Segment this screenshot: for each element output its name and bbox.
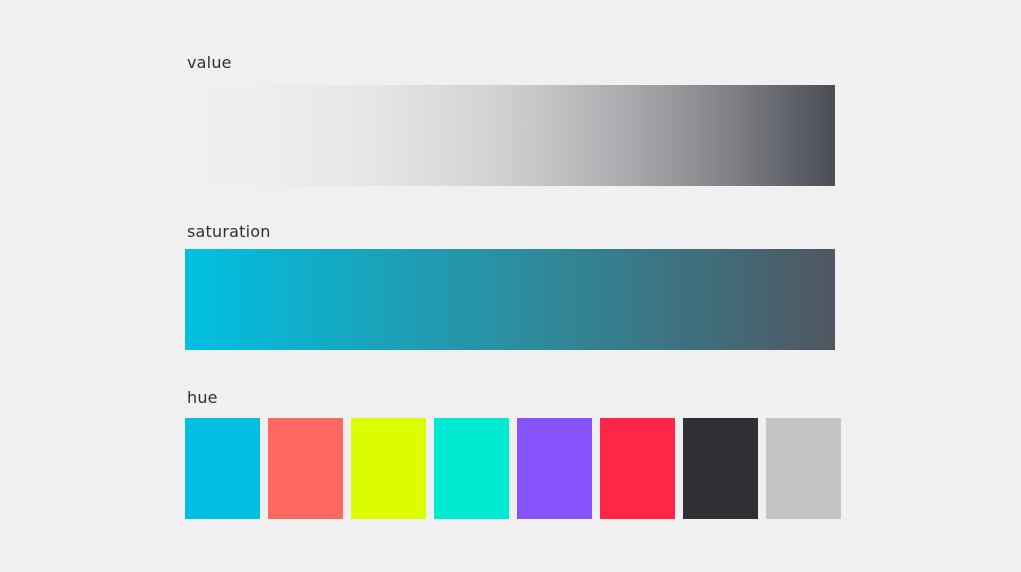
swatch-charcoal (683, 418, 758, 519)
hue-label: hue (187, 388, 218, 407)
value-label: value (187, 53, 232, 72)
swatch-light-gray (766, 418, 841, 519)
swatch-lime (351, 418, 426, 519)
hue-swatch-row (185, 418, 841, 519)
swatch-cyan (185, 418, 260, 519)
swatch-violet (517, 418, 592, 519)
saturation-gradient-bar (185, 249, 835, 350)
value-gradient-bar (185, 85, 835, 186)
swatch-coral (268, 418, 343, 519)
swatch-turquoise (434, 418, 509, 519)
saturation-label: saturation (187, 222, 271, 241)
swatch-red (600, 418, 675, 519)
